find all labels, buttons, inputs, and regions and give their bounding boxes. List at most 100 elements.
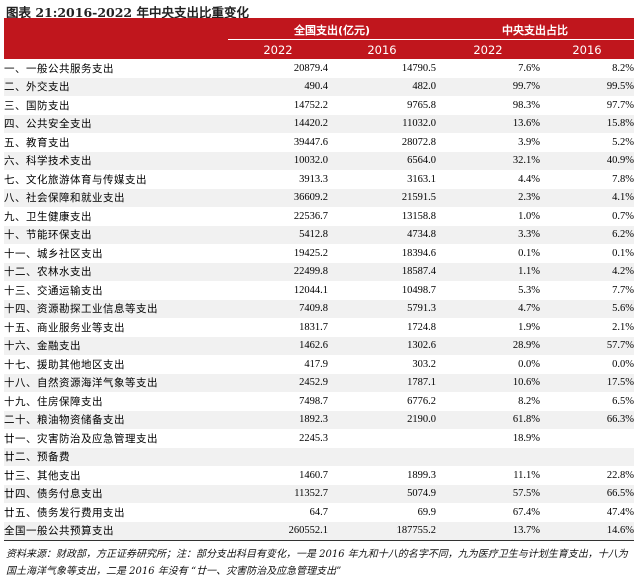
cell-share-2022: 13.7% (436, 521, 540, 541)
cell-share-2016: 6.5% (612, 395, 634, 407)
table-row: 五、教育支出 39447.6 28072.8 3.9% 5.2% (4, 133, 634, 152)
table-row: 廿二、预备费 (4, 447, 634, 466)
cell-spending-2016: 10498.7 (401, 284, 436, 296)
cell-spending-2016: 69.9 (417, 506, 436, 518)
cell-spending-2022: 1892.3 (228, 410, 328, 429)
cell-share-2022: 4.4% (518, 173, 540, 185)
cell-share-2022: 7.6% (518, 62, 540, 74)
row-name: 五、教育支出 (4, 136, 70, 149)
cell-share-2016: 57.7% (540, 336, 634, 355)
cell-share-2022: 28.9% (436, 336, 540, 355)
cell-spending-2022: 39447.6 (293, 136, 328, 148)
row-name: 廿五、债务发行费用支出 (4, 506, 125, 519)
table-row: 廿一、灾害防治及应急管理支出 2245.3 18.9% (4, 429, 634, 448)
cell-spending-2016: 18394.6 (401, 247, 436, 259)
cell-share-2022: 1.9% (518, 321, 540, 333)
row-name: 八、社会保障和就业支出 (4, 188, 228, 207)
cell-spending-2016: 9765.8 (407, 99, 436, 111)
row-name: 七、文化旅游体育与传媒支出 (4, 173, 147, 186)
cell-share-2022: 13.6% (436, 114, 540, 133)
cell-share-2016: 4.1% (540, 188, 634, 207)
table-row: 二十、粮油物资储备支出 1892.3 2190.0 61.8% 66.3% (4, 410, 634, 429)
cell-share-2016: 17.5% (540, 373, 634, 392)
cell-spending-2022: 36609.2 (228, 188, 328, 207)
cell-spending-2022: 14752.2 (293, 99, 328, 111)
cell-spending-2016: 1302.6 (328, 336, 436, 355)
cell-spending-2022: 2245.3 (299, 432, 328, 444)
table-row: 十一、城乡社区支出 19425.2 18394.6 0.1% 0.1% (4, 244, 634, 263)
header-year: 2016 (328, 39, 436, 59)
cell-share-2016: 99.5% (540, 77, 634, 96)
cell-spending-2016: 21591.5 (328, 188, 436, 207)
cell-spending-2022: 11352.7 (228, 484, 328, 503)
cell-share-2022: 18.9% (512, 432, 540, 444)
cell-spending-2016: 482.0 (328, 77, 436, 96)
cell-spending-2022: 7498.7 (299, 395, 328, 407)
row-name: 十、节能环保支出 (4, 225, 228, 244)
row-name: 三、国防支出 (4, 99, 70, 112)
cell-share-2022: 0.1% (518, 247, 540, 259)
cell-spending-2016: 5791.3 (328, 299, 436, 318)
table-row: 廿五、债务发行费用支出 64.7 69.9 67.4% 47.4% (4, 503, 634, 522)
cell-share-2016: 4.2% (540, 262, 634, 281)
table-row: 十三、交通运输支出 12044.1 10498.7 5.3% 7.7% (4, 281, 634, 300)
table-row: 六、科学技术支出 10032.0 6564.0 32.1% 40.9% (4, 151, 634, 170)
cell-share-2016: 6.2% (540, 225, 634, 244)
table-row: 十七、援助其他地区支出 417.9 303.2 0.0% 0.0% (4, 355, 634, 374)
cell-share-2022: 2.3% (436, 188, 540, 207)
cell-spending-2022: 490.4 (228, 77, 328, 96)
cell-spending-2016: 1724.8 (407, 321, 436, 333)
cell-share-2016: 7.8% (612, 173, 634, 185)
table-row: 十、节能环保支出 5412.8 4734.8 3.3% 6.2% (4, 225, 634, 244)
row-name: 十六、金融支出 (4, 336, 228, 355)
row-name: 二十、粮油物资储备支出 (4, 410, 228, 429)
cell-spending-2016: 6776.2 (407, 395, 436, 407)
cell-share-2022: 10.6% (436, 373, 540, 392)
cell-share-2016: 0.1% (612, 247, 634, 259)
cell-spending-2022: 1462.6 (228, 336, 328, 355)
row-name: 一、一般公共服务支出 (4, 62, 114, 75)
cell-share-2016: 97.7% (606, 99, 634, 111)
cell-spending-2022: 12044.1 (293, 284, 328, 296)
cell-spending-2022: 14420.2 (228, 114, 328, 133)
cell-share-2022: 4.7% (436, 299, 540, 318)
table-row: 三、国防支出 14752.2 9765.8 98.3% 97.7% (4, 96, 634, 115)
table-row: 二、外交支出 490.4 482.0 99.7% 99.5% (4, 77, 634, 96)
cell-spending-2022: 7409.8 (228, 299, 328, 318)
cell-share-2016: 66.3% (540, 410, 634, 429)
cell-share-2016: 5.6% (540, 299, 634, 318)
cell-spending-2016: 4734.8 (328, 225, 436, 244)
table-row: 十六、金融支出 1462.6 1302.6 28.9% 57.7% (4, 336, 634, 355)
table-row: 九、卫生健康支出 22536.7 13158.8 1.0% 0.7% (4, 207, 634, 226)
row-name: 二、外交支出 (4, 77, 228, 96)
row-name: 廿一、灾害防治及应急管理支出 (4, 432, 158, 445)
cell-share-2022: 0.0% (518, 358, 540, 370)
cell-share-2016: 2.1% (612, 321, 634, 333)
cell-share-2022: 32.1% (436, 151, 540, 170)
cell-spending-2022: 417.9 (304, 358, 328, 370)
title-rule (4, 18, 634, 20)
header-year: 2022 (228, 39, 328, 59)
header-blank (4, 20, 228, 40)
cell-share-2022 (436, 447, 540, 466)
header-central-share: 中央支出占比 (436, 20, 634, 40)
cell-share-2022: 11.1% (513, 469, 540, 481)
table-row: 十二、农林水支出 22499.8 18587.4 1.1% 4.2% (4, 262, 634, 281)
header-national-spending: 全国支出(亿元) (228, 20, 436, 40)
cell-share-2016: 8.2% (612, 62, 634, 74)
header-year: 2016 (540, 39, 634, 59)
cell-share-2022: 99.7% (436, 77, 540, 96)
cell-share-2022: 1.0% (518, 210, 540, 222)
cell-spending-2022: 260552.1 (228, 521, 328, 541)
table-row: 廿四、债务付息支出 11352.7 5074.9 57.5% 66.5% (4, 484, 634, 503)
cell-spending-2022: 1831.7 (299, 321, 328, 333)
cell-spending-2016 (328, 429, 436, 448)
cell-share-2016: 14.6% (540, 521, 634, 541)
table-body: 一、一般公共服务支出 20879.4 14790.5 7.6% 8.2% 二、外交支出 49… (4, 59, 634, 541)
cell-spending-2022: 10032.0 (228, 151, 328, 170)
cell-spending-2016: 11032.0 (328, 114, 436, 133)
cell-share-2022: 1.1% (436, 262, 540, 281)
cell-share-2016: 66.5% (540, 484, 634, 503)
cell-share-2016: 47.4% (606, 506, 634, 518)
